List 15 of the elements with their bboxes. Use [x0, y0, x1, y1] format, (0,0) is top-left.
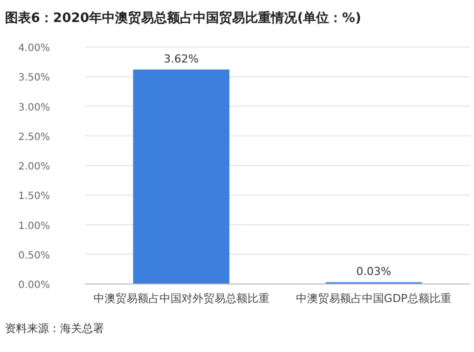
y-tick-label: 3.50%: [18, 72, 50, 84]
y-tick-label: 0.00%: [18, 280, 50, 291]
y-tick-label: 3.00%: [18, 102, 50, 114]
y-tick-label: 1.00%: [18, 220, 50, 232]
y-tick-label: 2.50%: [18, 132, 50, 143]
text: 资料来源：海关总署: [5, 322, 104, 335]
data-label: 0.03%: [356, 265, 392, 278]
y-tick-label: 0.50%: [18, 250, 50, 262]
chart-title: 图表6：2020年中澳贸易总额占中国贸易比重情况(单位：%): [5, 10, 362, 26]
x-tick-label: 中澳贸易额占中国对外贸易总额比重: [93, 292, 270, 305]
y-tick-label: 4.00%: [18, 43, 50, 54]
y-tick-label: 2.00%: [18, 162, 50, 172]
x-tick-label: 中澳贸易额占中国GDP总额比重: [296, 292, 452, 305]
data-label: 3.62%: [164, 52, 199, 66]
y-tick-label: 1.50%: [18, 191, 50, 202]
